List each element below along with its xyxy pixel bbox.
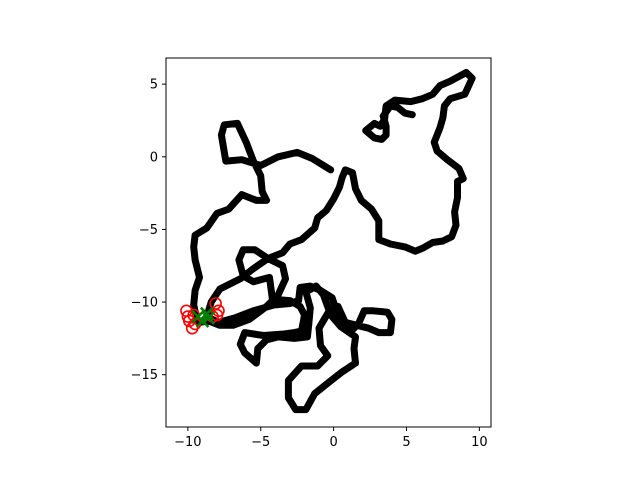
x-tick-label: 0 (329, 435, 337, 450)
axes-frame (165, 57, 492, 428)
y-tick-label: −5 (139, 223, 158, 238)
y-tick-label: 5 (150, 78, 158, 93)
y-tick-label: −10 (131, 296, 158, 311)
y-tick-label: −15 (131, 368, 158, 383)
x-tick-label: 5 (402, 435, 410, 450)
x-tick-label: −10 (174, 435, 201, 450)
x-tick-label: −5 (251, 435, 270, 450)
x-marker (201, 311, 216, 325)
y-axis: 5 0 −5 −10 −15 (131, 78, 166, 383)
y-tick-label: 0 (150, 150, 158, 165)
series-layer (180, 69, 476, 414)
x-axis: −10 −5 0 5 10 (174, 427, 488, 450)
x-tick-label: 10 (471, 435, 488, 450)
x-marker (199, 306, 214, 321)
